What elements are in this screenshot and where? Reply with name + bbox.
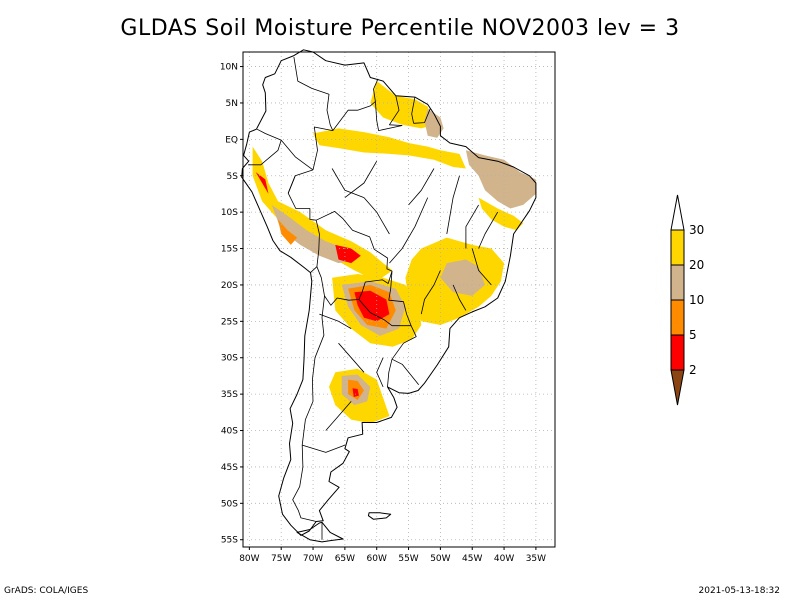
axis-ticks: 10N 5N EQ 5S 10S 15S 20S 25S 30S 35S 40S 45S 50S 55S8… <box>220 63 546 564</box>
boundary-line-36 <box>376 357 384 388</box>
region-argentina-red <box>352 388 359 397</box>
colorbar-box-3 <box>670 334 685 371</box>
region-peru-red-coast <box>255 172 269 194</box>
boundary-line-23 <box>465 204 479 249</box>
lat-tick-label-25S: 25S <box>221 317 238 327</box>
boundary-line-2 <box>388 95 403 126</box>
footer-timestamp: 2021-05-13-18:32 <box>698 586 781 596</box>
lat-tick-label-10S: 10S <box>221 208 238 218</box>
colorbar-top-arrow <box>670 194 685 231</box>
falklands-coastline <box>367 512 392 520</box>
tierra-del-fuego-coastline <box>296 521 344 543</box>
boundary-line-29 <box>478 211 499 249</box>
colorbar-label-2: 2 <box>689 363 697 377</box>
region-guianas-coast <box>370 81 434 129</box>
lon-tick-label-75W: 75W <box>271 554 291 564</box>
boundary-line-13 <box>358 270 393 300</box>
lat-tick-label-55S: 55S <box>221 536 238 546</box>
region-bolivia-red <box>335 244 361 264</box>
continent-coastline <box>241 49 537 536</box>
colorbar-box-2 <box>670 299 685 336</box>
colorbar-label-20: 20 <box>689 258 704 272</box>
lat-tick-label-5N: 5N <box>226 99 238 109</box>
boundary-line-12 <box>316 210 393 272</box>
footer-credit: GrADS: COLA/IGES <box>4 586 89 596</box>
boundary-line-26 <box>420 270 441 315</box>
region-amapa <box>424 108 444 138</box>
region-ne-brazil-tan <box>465 150 536 209</box>
boundary-line-0 <box>293 57 334 131</box>
boundary-line-34 <box>338 342 365 373</box>
colorbar-bottom-arrow <box>670 369 685 406</box>
boundary-line-28 <box>452 284 467 311</box>
lon-tick-label-70W: 70W <box>303 554 323 564</box>
lat-tick-label-45S: 45S <box>221 463 238 473</box>
region-andes-orange <box>278 219 298 245</box>
boundary-line-5 <box>375 101 403 132</box>
colorbar-label-10: 10 <box>689 293 704 307</box>
region-brazil-central-tan <box>440 259 485 296</box>
boundary-line-32 <box>331 168 365 198</box>
lat-tick-label-15S: 15S <box>221 245 238 255</box>
boundary-line-6 <box>312 126 333 170</box>
boundary-line-10 <box>310 220 320 273</box>
boundary-line-7 <box>256 128 314 171</box>
lon-tick-label-80W: 80W <box>239 554 259 564</box>
lon-tick-label-45W: 45W <box>462 554 482 564</box>
boundary-line-22 <box>446 175 460 235</box>
boundary-line-17 <box>391 358 420 385</box>
boundary-line-14 <box>358 299 412 327</box>
boundary-line-30 <box>408 168 435 206</box>
boundary-line-24 <box>389 197 429 264</box>
colorbar-label-5: 5 <box>689 328 697 342</box>
lat-tick-label-10N: 10N <box>220 63 238 73</box>
boundary-line-35 <box>319 313 352 329</box>
colorbar-box-1 <box>670 264 685 301</box>
boundary-line-21 <box>287 175 296 194</box>
boundary-line-11 <box>316 266 359 306</box>
boundary-line-37 <box>302 444 346 453</box>
boundary-line-18 <box>387 359 393 387</box>
grid-lines <box>243 52 555 547</box>
lat-tick-label-40S: 40S <box>221 427 238 437</box>
boundary-line-1 <box>332 78 379 131</box>
boundary-line-25 <box>363 197 390 235</box>
lat-tick-label-20S: 20S <box>221 281 238 291</box>
map-frame <box>242 51 556 548</box>
boundary-line-3 <box>411 97 416 124</box>
lat-tick-label-EQ: EQ <box>225 135 238 145</box>
boundary-line-16 <box>391 325 417 360</box>
boundary-line-4 <box>413 108 431 124</box>
region-north-amazon-band <box>313 128 466 169</box>
lat-tick-label-35S: 35S <box>221 390 238 400</box>
boundary-line-8 <box>248 139 282 166</box>
lon-tick-label-40W: 40W <box>494 554 514 564</box>
region-chaco-red <box>354 290 390 322</box>
lon-tick-label-60W: 60W <box>367 554 387 564</box>
lat-tick-label-50S: 50S <box>221 499 238 509</box>
coastline-layer <box>241 49 537 543</box>
region-ne-brazil-yellow <box>478 197 524 231</box>
boundary-line-33 <box>325 401 352 431</box>
boundary-line-19 <box>292 295 325 522</box>
region-andes-band <box>252 146 393 282</box>
boundary-line-27 <box>471 248 492 286</box>
colorbar-label-30: 30 <box>689 223 704 237</box>
lon-tick-label-55W: 55W <box>398 554 418 564</box>
lat-tick-label-5S: 5S <box>227 172 239 182</box>
map-title: GLDAS Soil Moisture Percentile NOV2003 l… <box>120 16 680 41</box>
boundary-line-15 <box>388 271 412 326</box>
lon-tick-label-35W: 35W <box>526 554 546 564</box>
colorbar: 30 20 10 5 2 <box>670 194 704 406</box>
colorbar-box-0 <box>670 229 685 266</box>
lat-tick-label-30S: 30S <box>221 354 238 364</box>
lon-tick-label-65W: 65W <box>335 554 355 564</box>
percentile-fill-layer <box>252 81 536 424</box>
lon-tick-label-50W: 50W <box>430 554 450 564</box>
